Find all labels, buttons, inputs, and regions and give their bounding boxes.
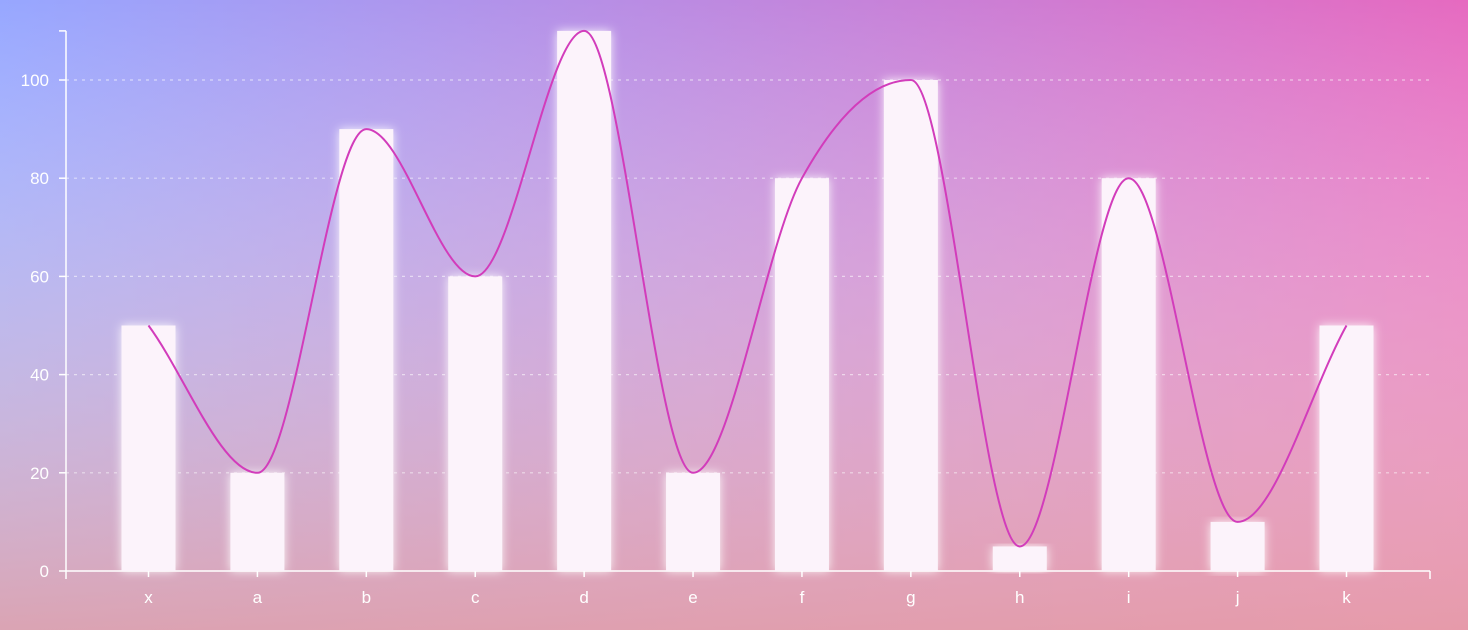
bar-b <box>339 129 394 571</box>
bar-j <box>1210 521 1265 571</box>
bar-k <box>1319 325 1374 571</box>
x-tick-label: b <box>362 588 371 607</box>
y-tick-label: 0 <box>40 562 49 581</box>
bar-d <box>557 30 612 571</box>
x-tick-label: k <box>1342 588 1351 607</box>
line-series <box>147 29 1348 548</box>
x-tick-label: a <box>253 588 263 607</box>
y-tick-labels: 0 20 40 60 80 100 <box>21 71 49 581</box>
y-tick-label: 80 <box>30 169 49 188</box>
y-tick-label: 100 <box>21 71 49 90</box>
y-tick-label: 40 <box>30 366 49 385</box>
bar-a <box>230 472 285 571</box>
x-tick-label: h <box>1015 588 1024 607</box>
x-tick-label: x <box>144 588 153 607</box>
x-tick-label: f <box>800 588 805 607</box>
bar-h <box>992 546 1047 571</box>
bar-e <box>666 472 721 571</box>
x-tick-label: i <box>1127 588 1131 607</box>
x-tick-label: c <box>471 588 480 607</box>
gridlines <box>66 79 1430 474</box>
bar-series <box>121 30 1374 571</box>
x-tick-label: j <box>1235 588 1240 607</box>
bar-g <box>883 80 938 571</box>
y-tick-label: 20 <box>30 464 49 483</box>
smooth-line <box>147 29 1348 548</box>
bar-i <box>1101 178 1156 571</box>
bar-f <box>774 178 829 571</box>
x-tick-label: d <box>579 588 588 607</box>
x-tick-label: g <box>906 588 915 607</box>
y-tick-label: 60 <box>30 267 49 286</box>
x-tick-label: e <box>688 588 697 607</box>
axes <box>59 30 1431 579</box>
bar-c <box>448 276 503 571</box>
bar-x <box>121 325 176 571</box>
